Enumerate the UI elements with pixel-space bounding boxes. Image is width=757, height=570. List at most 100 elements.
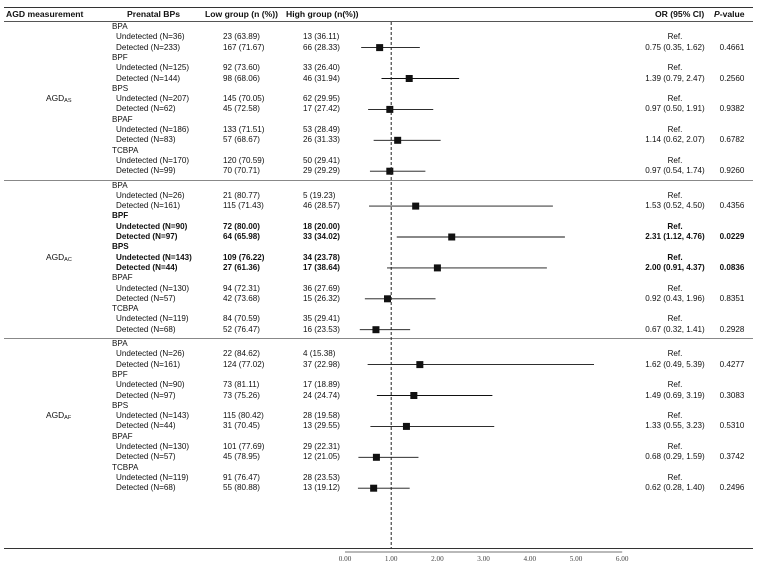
or-point-marker bbox=[412, 202, 420, 210]
or-point-marker bbox=[386, 105, 394, 113]
bp-group-label: BPS bbox=[112, 83, 129, 93]
p-value: 0.8351 bbox=[719, 293, 745, 303]
or-ci-value: 2.00 (0.91, 4.37) bbox=[645, 262, 705, 272]
detected-row-label: Detected (N=97) bbox=[116, 232, 178, 241]
or-ci-value: Ref. bbox=[667, 252, 683, 262]
detected-row-label: Detected (N=44) bbox=[116, 262, 178, 272]
low-group-value: 98 (68.06) bbox=[223, 73, 260, 83]
high-group-value: 66 (28.33) bbox=[303, 42, 340, 52]
or-ci-value: 1.33 (0.55, 3.23) bbox=[645, 421, 705, 431]
undetected-row-label: Undetected (N=90) bbox=[116, 380, 185, 390]
x-tick-label: 1.00 bbox=[384, 555, 398, 563]
undetected-row-label: Undetected (N=119) bbox=[116, 314, 189, 324]
bp-group-label: BPAF bbox=[112, 273, 133, 283]
or-ci-value: Ref. bbox=[667, 221, 683, 231]
bp-group-label: BPAF bbox=[112, 431, 133, 441]
low-group-value: 52 (76.47) bbox=[223, 324, 260, 334]
or-ci-value: 2.31 (1.12, 4.76) bbox=[645, 232, 705, 241]
high-group-value: 26 (31.33) bbox=[303, 135, 340, 145]
low-group-value: 167 (71.67) bbox=[223, 42, 265, 52]
header-prenatal-bps: Prenatal BPs bbox=[127, 9, 181, 19]
high-group-value: 13 (19.12) bbox=[303, 483, 340, 493]
low-group-value: 145 (70.05) bbox=[223, 94, 265, 104]
detected-row-label: Detected (N=68) bbox=[116, 324, 176, 334]
bp-group-label: BPF bbox=[112, 369, 128, 379]
bp-group-label: TCBPA bbox=[112, 304, 139, 314]
or-ci-value: 1.49 (0.69, 3.19) bbox=[645, 390, 705, 400]
undetected-row-label: Undetected (N=207) bbox=[116, 94, 190, 104]
or-ci-value: Ref. bbox=[667, 94, 683, 104]
or-ci-value: Ref. bbox=[667, 32, 683, 42]
header-low-group: Low group (n (%)) bbox=[205, 9, 279, 19]
low-group-value: 23 (63.89) bbox=[223, 32, 260, 42]
x-tick-label: 0.00 bbox=[338, 555, 352, 563]
high-group-value: 29 (22.31) bbox=[303, 442, 340, 451]
or-ci-value: 0.92 (0.43, 1.96) bbox=[645, 293, 705, 303]
high-group-value: 17 (27.42) bbox=[303, 104, 340, 114]
bp-group-label: BPA bbox=[112, 180, 128, 190]
or-ci-value: Ref. bbox=[667, 125, 683, 134]
high-group-value: 18 (20.00) bbox=[303, 221, 340, 231]
low-group-value: 124 (77.02) bbox=[223, 359, 265, 369]
or-point-marker bbox=[433, 264, 441, 272]
or-point-marker bbox=[402, 422, 410, 430]
or-ci-value: 1.53 (0.52, 4.50) bbox=[645, 201, 705, 211]
agd-section-label: AGDAF bbox=[46, 410, 71, 421]
or-ci-value: Ref. bbox=[667, 472, 683, 482]
x-tick-label: 4.00 bbox=[523, 555, 537, 563]
high-group-value: 13 (29.55) bbox=[303, 421, 340, 431]
low-group-value: 72 (80.00) bbox=[223, 221, 260, 231]
agd-section-label: AGDAC bbox=[46, 252, 72, 263]
p-value: 0.4356 bbox=[719, 201, 745, 211]
low-group-value: 45 (78.95) bbox=[223, 452, 260, 462]
detected-row-label: Detected (N=144) bbox=[116, 73, 181, 83]
high-group-value: 13 (36.11) bbox=[303, 32, 340, 42]
detected-row-label: Detected (N=99) bbox=[116, 166, 176, 176]
high-group-value: 62 (29.95) bbox=[303, 94, 340, 104]
p-value: 0.9260 bbox=[719, 166, 745, 176]
undetected-row-label: Undetected (N=26) bbox=[116, 190, 185, 200]
low-group-value: 94 (72.31) bbox=[223, 283, 260, 293]
table-header-rule bbox=[4, 21, 753, 22]
low-group-value: 73 (75.26) bbox=[223, 390, 260, 400]
bp-group-label: BPS bbox=[112, 400, 129, 410]
low-group-value: 115 (80.42) bbox=[223, 411, 264, 421]
or-point-marker bbox=[410, 392, 418, 399]
x-tick-label: 2.00 bbox=[431, 555, 444, 563]
low-group-value: 42 (73.68) bbox=[223, 293, 260, 303]
undetected-row-label: Undetected (N=36) bbox=[116, 32, 185, 42]
undetected-row-label: Undetected (N=125) bbox=[116, 63, 190, 73]
low-group-value: 57 (68.67) bbox=[223, 135, 260, 145]
or-ci-value: 0.97 (0.54, 1.74) bbox=[645, 166, 705, 176]
header-p-italic: P bbox=[714, 9, 720, 19]
or-point-marker bbox=[384, 295, 392, 303]
detected-row-label: Detected (N=44) bbox=[116, 421, 176, 431]
header-p-value: P-value bbox=[714, 9, 745, 19]
high-group-value: 46 (28.57) bbox=[303, 201, 340, 211]
table-bottom-rule bbox=[4, 548, 753, 549]
low-group-value: 22 (84.62) bbox=[223, 349, 260, 359]
header-or-ci: OR (95% CI) bbox=[655, 9, 705, 19]
section-divider bbox=[4, 179, 753, 181]
table-top-rule bbox=[4, 7, 753, 8]
agd-section-subscript: AS bbox=[64, 98, 72, 105]
agd-section-subscript: AF bbox=[64, 415, 72, 422]
or-ci-value: Ref. bbox=[667, 380, 683, 390]
agd-section-name: AGD bbox=[46, 251, 65, 262]
or-ci-value: Ref. bbox=[667, 155, 683, 165]
or-point-marker bbox=[370, 484, 378, 492]
bp-group-label: TCBPA bbox=[112, 145, 139, 155]
or-ci-value: 1.39 (0.79, 2.47) bbox=[645, 73, 705, 83]
or-ci-value: Ref. bbox=[667, 190, 683, 200]
low-group-value: 109 (76.22) bbox=[223, 252, 265, 262]
p-value: 0.4661 bbox=[719, 42, 745, 52]
high-group-value: 15 (26.32) bbox=[303, 293, 340, 303]
or-ci-value: 1.14 (0.62, 2.07) bbox=[645, 135, 705, 145]
bp-group-label: BPS bbox=[112, 242, 129, 252]
or-ci-value: 0.62 (0.28, 1.40) bbox=[645, 483, 705, 493]
low-group-value: 101 (77.69) bbox=[223, 442, 265, 451]
low-group-value: 84 (70.59) bbox=[223, 314, 260, 324]
or-ci-value: Ref. bbox=[667, 442, 683, 451]
low-group-value: 73 (81.11) bbox=[223, 380, 260, 390]
p-value: 0.9382 bbox=[719, 104, 745, 114]
